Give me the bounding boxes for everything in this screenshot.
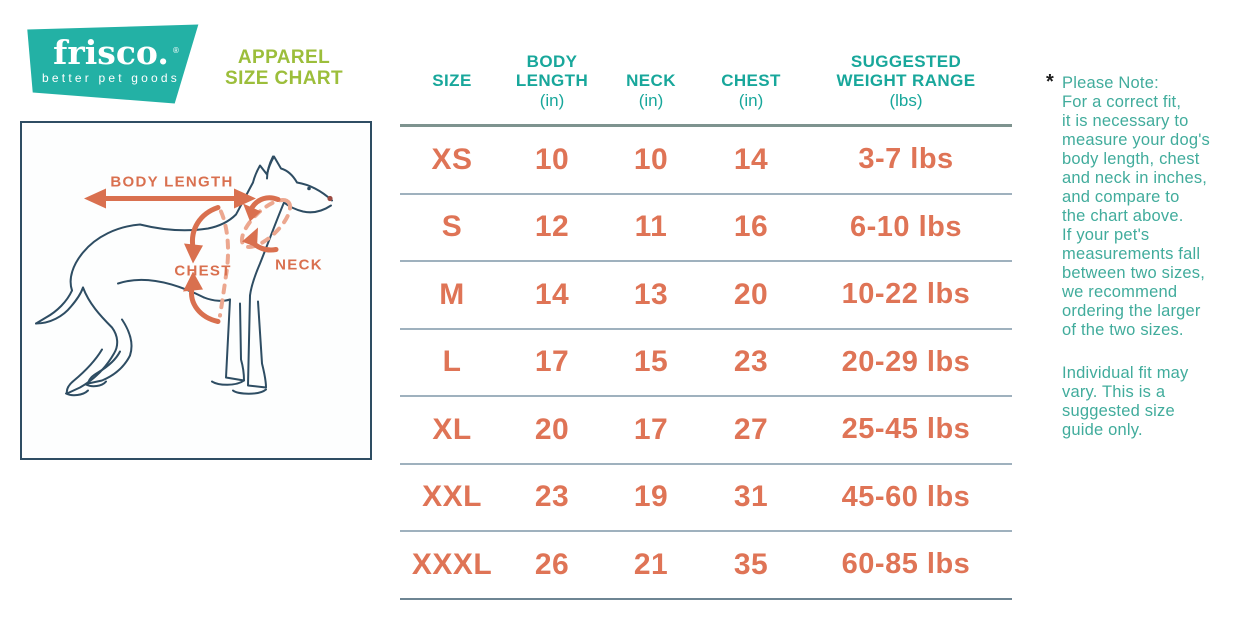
fit-note: * Please Note: For a correct fit, it is … <box>1046 72 1226 440</box>
cell-neck: 17 <box>633 412 669 446</box>
cell-chest: 31 <box>733 480 769 514</box>
page-title-line2: SIZE CHART <box>225 68 343 89</box>
dog-measurement-diagram: BODY LENGTH CHEST NECK <box>20 121 372 460</box>
cell-chest: 20 <box>733 277 769 311</box>
column-header-weight-range: SUGGESTED WEIGHT RANGE (lbs) <box>836 52 976 110</box>
cell-weight-range: 45-60 lbs <box>841 480 971 513</box>
table-row: XS 10 10 14 3-7 lbs <box>400 127 1012 195</box>
neck-label: NECK <box>275 257 323 274</box>
size-table: SIZE BODY LENGTH (in) NECK (in) CHEST (i… <box>400 42 1012 600</box>
cell-size: XS <box>431 142 473 176</box>
brand-tagline: better pet goods <box>42 71 180 85</box>
cell-weight-range: 3-7 lbs <box>858 143 954 176</box>
cell-size: M <box>439 277 465 311</box>
cell-size: L <box>442 345 462 379</box>
table-row: XXL 23 19 31 45-60 lbs <box>400 465 1012 532</box>
note-asterisk: * <box>1046 71 1054 93</box>
note-secondary: Individual fit may vary. This is a sugge… <box>1062 364 1189 439</box>
chest-ring-icon <box>183 205 231 324</box>
chest-label: CHEST <box>174 263 231 280</box>
table-row: L 17 15 23 20-29 lbs <box>400 330 1012 397</box>
column-header-neck: NECK (in) <box>626 71 676 110</box>
cell-weight-range: 60-85 lbs <box>841 548 971 581</box>
cell-size: XXXL <box>411 547 493 581</box>
neck-ring-icon <box>239 195 293 253</box>
body-length-arrow-icon <box>84 188 256 209</box>
table-row: M 14 13 20 10-22 lbs <box>400 262 1012 330</box>
note-body: For a correct fit, it is necessary to me… <box>1062 93 1210 339</box>
cell-body-length: 10 <box>534 142 570 176</box>
cell-body-length: 12 <box>534 210 570 244</box>
body-length-label: BODY LENGTH <box>110 174 233 191</box>
page-title: APPAREL SIZE CHART <box>220 47 348 89</box>
cell-neck: 15 <box>633 345 669 379</box>
cell-body-length: 23 <box>534 480 570 514</box>
cell-weight-range: 25-45 lbs <box>841 413 971 446</box>
note-heading: Please Note: <box>1062 74 1159 92</box>
cell-neck: 11 <box>634 210 668 244</box>
column-header-chest: CHEST (in) <box>721 71 781 110</box>
cell-body-length: 20 <box>534 412 570 446</box>
cell-size: S <box>441 210 463 244</box>
table-row: S 12 11 16 6-10 lbs <box>400 195 1012 262</box>
cell-chest: 27 <box>733 412 769 446</box>
cell-chest: 23 <box>733 345 769 379</box>
frisco-logo: frisco. ® better pet goods <box>27 24 199 104</box>
cell-chest: 16 <box>733 210 769 244</box>
cell-chest: 35 <box>733 547 769 581</box>
cell-body-length: 17 <box>534 345 570 379</box>
cell-body-length: 26 <box>534 547 570 581</box>
column-header-body-length: BODY LENGTH (in) <box>515 52 589 110</box>
dog-illustration: BODY LENGTH CHEST NECK <box>35 155 333 397</box>
page-title-line1: APPAREL <box>237 47 331 68</box>
dog-eye <box>307 186 311 191</box>
dog-outline-icon <box>35 155 333 397</box>
cell-weight-range: 6-10 lbs <box>850 210 962 243</box>
cell-chest: 14 <box>733 142 769 176</box>
brand-text: frisco. <box>53 33 169 72</box>
table-header-row: SIZE BODY LENGTH (in) NECK (in) CHEST (i… <box>400 42 1012 127</box>
cell-body-length: 14 <box>534 277 570 311</box>
cell-size: XXL <box>422 480 482 514</box>
column-header-size: SIZE <box>432 71 472 90</box>
cell-weight-range: 20-29 lbs <box>841 345 971 378</box>
cell-neck: 21 <box>633 547 669 581</box>
cell-neck: 10 <box>633 142 669 176</box>
cell-weight-range: 10-22 lbs <box>841 278 971 311</box>
cell-neck: 19 <box>633 480 669 514</box>
cell-size: XL <box>432 412 472 446</box>
brand-name: frisco. ® <box>53 36 179 69</box>
dog-nose <box>327 195 333 202</box>
cell-neck: 13 <box>633 277 669 311</box>
table-row: XL 20 17 27 25-45 lbs <box>400 397 1012 465</box>
table-row: XXXL 26 21 35 60-85 lbs <box>400 532 1012 600</box>
registered-mark: ® <box>172 46 179 55</box>
